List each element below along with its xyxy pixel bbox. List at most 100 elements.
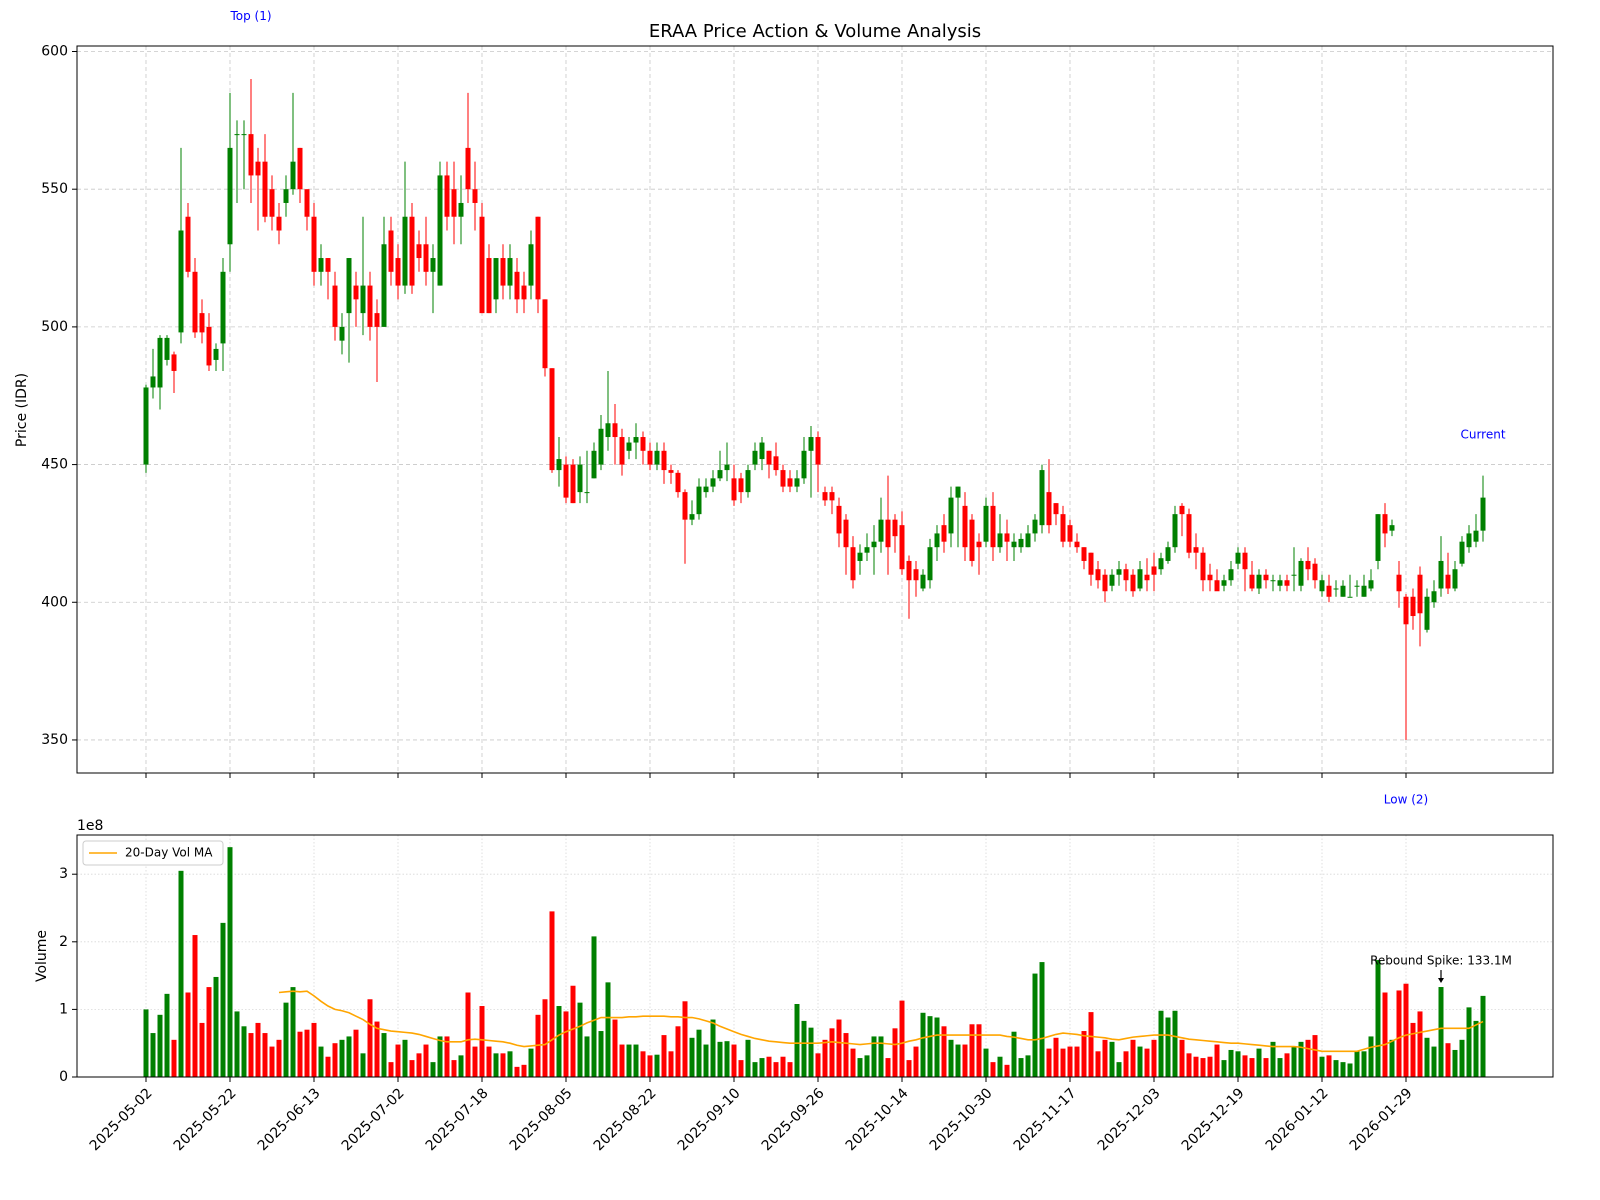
volume-bar: [1347, 1063, 1353, 1077]
volume-bar: [1032, 973, 1038, 1077]
volume-bar: [1417, 1011, 1423, 1077]
candle-body: [1361, 585, 1367, 597]
volume-bar: [1095, 1051, 1101, 1077]
candle-body: [1130, 574, 1136, 592]
candle-body: [451, 189, 457, 217]
volume-bar: [1158, 1010, 1164, 1077]
candle-body: [269, 189, 275, 217]
volume-bar: [1375, 960, 1381, 1077]
candle-body: [850, 547, 856, 581]
candle-body: [1459, 541, 1465, 564]
volume-bar: [185, 992, 191, 1077]
candle-body: [703, 486, 709, 493]
candle-body: [1298, 560, 1304, 586]
volume-bar: [262, 1033, 268, 1077]
candle-body: [381, 244, 387, 327]
volume-bar: [836, 1019, 842, 1077]
volume-bar: [339, 1039, 345, 1077]
volume-bar: [710, 1019, 716, 1077]
volume-bar: [367, 999, 373, 1077]
annotation: Rebound Spike: 133.1M: [1370, 954, 1512, 968]
candle-body: [1382, 514, 1388, 534]
volume-bar: [199, 1022, 205, 1077]
volume-bar: [1368, 1036, 1374, 1077]
candle-body: [836, 505, 842, 534]
candle-body: [955, 486, 961, 498]
candle-body: [1417, 574, 1423, 614]
volume-bar: [1102, 1039, 1108, 1077]
offset-label: 1e8: [77, 818, 103, 834]
candle-body: [150, 376, 156, 388]
volume-bar: [1459, 1039, 1465, 1077]
volume-bar: [486, 1046, 492, 1077]
volume-bar: [570, 985, 576, 1077]
candle-body: [906, 560, 912, 581]
volume-bar: [717, 1041, 723, 1077]
volume-bar: [1053, 1037, 1059, 1077]
candle-body: [1333, 588, 1339, 590]
candle-body: [675, 472, 681, 493]
volume-bar: [1116, 1062, 1122, 1077]
candle-body: [766, 450, 772, 465]
candle-body: [948, 497, 954, 534]
x-tick-label: 2026-01-29: [1347, 1085, 1416, 1154]
candle-body: [563, 464, 569, 498]
candle-body: [871, 541, 877, 548]
plot-layer: 350 400 450 500 550 600 Top (1) Current Low (2) 0…: [41, 9, 1553, 1154]
candle-body: [528, 244, 534, 286]
candle-body: [192, 271, 198, 333]
y-tick-label: 350: [41, 732, 68, 748]
volume-bar: [766, 1056, 772, 1077]
x-tick-label: 2025-06-13: [255, 1085, 324, 1154]
candle-body: [318, 258, 324, 272]
volume-bar: [1165, 1017, 1171, 1077]
volume-bar: [1312, 1035, 1318, 1077]
candle-body: [808, 437, 814, 451]
candle-body: [654, 450, 660, 465]
y-tick-label: 0: [59, 1069, 68, 1085]
annotation: Top (1): [229, 9, 271, 23]
volume-bar: [1319, 1056, 1325, 1077]
volume-bar: [815, 1053, 821, 1077]
candle-body: [724, 464, 730, 471]
volume-bar: [640, 1051, 646, 1077]
candle-body: [1137, 569, 1143, 589]
volume-bar: [220, 922, 226, 1077]
candle-body: [1480, 497, 1486, 531]
volume-bar: [542, 999, 548, 1077]
volume-bar: [416, 1053, 422, 1077]
candle-body: [976, 541, 982, 548]
volume-bar: [605, 982, 611, 1077]
y-tick-label: 1: [59, 1001, 68, 1017]
volume-bar: [1403, 983, 1409, 1077]
volume-bar: [1270, 1041, 1276, 1077]
candle-body: [990, 505, 996, 548]
candle-body: [584, 492, 590, 494]
chart-title: ERAA Price Action & Volume Analysis: [649, 21, 981, 42]
volume-bar: [150, 1033, 156, 1077]
candle-body: [1256, 574, 1262, 589]
candle-body: [1284, 580, 1290, 586]
volume-bar: [927, 1016, 933, 1077]
volume-bar: [822, 1039, 828, 1077]
candle-body: [1144, 574, 1150, 581]
x-tick-label: 2025-12-19: [1179, 1085, 1248, 1154]
candle-body: [612, 423, 618, 438]
volume-bar: [1424, 1037, 1430, 1077]
volume-bar: [1011, 1031, 1017, 1077]
volume-bar: [731, 1044, 737, 1077]
volume-bar: [444, 1036, 450, 1077]
candle-body: [1221, 580, 1227, 586]
candle-body: [1025, 533, 1031, 548]
candle-body: [927, 547, 933, 581]
candle-body: [1354, 585, 1360, 587]
candle-body: [731, 478, 737, 501]
candle-body: [1473, 530, 1479, 542]
candle-body: [542, 299, 548, 369]
volume-bar: [675, 1026, 681, 1077]
volume-bar: [1326, 1055, 1332, 1077]
candle-body: [661, 450, 667, 471]
candle-body: [367, 285, 373, 327]
candle-body: [864, 547, 870, 553]
candle-body: [570, 464, 576, 504]
